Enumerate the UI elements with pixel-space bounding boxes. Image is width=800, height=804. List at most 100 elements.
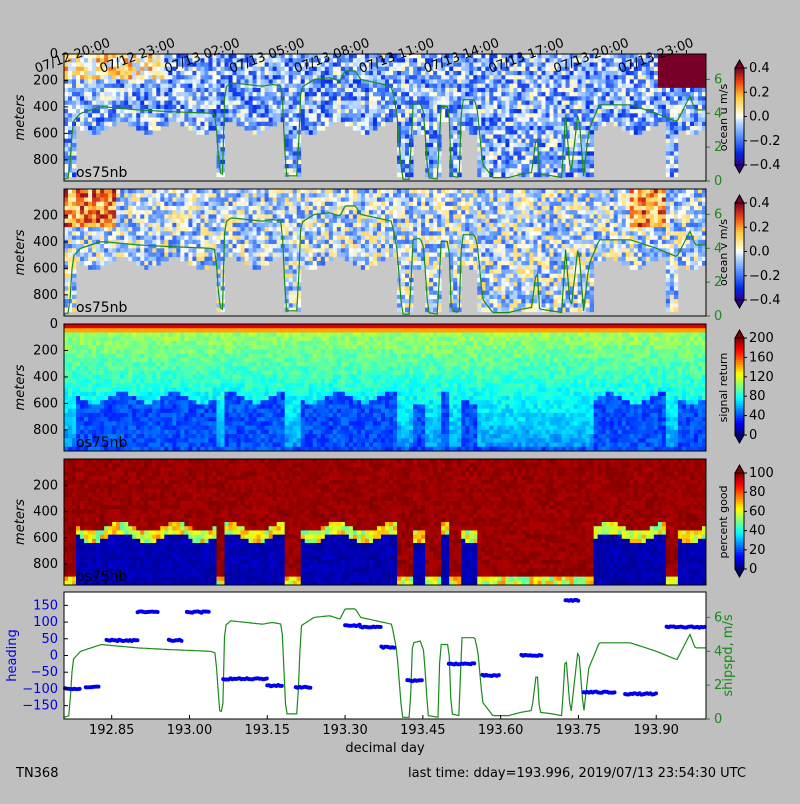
left-tick-label: 0 [50,649,58,664]
heading-point [78,687,82,691]
left-tick-label: −100 [22,682,58,697]
colorbar-tick-label: 0 [749,428,757,443]
colorbar-u: 0.4 0.2 0.0 −0.2 −0.4 ocean u m/s [717,60,781,173]
heading-point [180,639,184,643]
colorbar-tick-label: 120 [749,370,774,385]
right-tick-label: 0 [714,309,722,324]
heading-background [64,592,706,719]
panel-u: 0200400600800metersos75nb64200.40.20.0−0… [13,47,781,189]
colorbar-tick-label: 0.4 [749,196,770,211]
x-axis-label: decimal day [345,741,425,756]
ytick-label: 800 [33,423,58,438]
colorbar-v: 0.4 0.2 0.0 −0.2 −0.4 ocean v m/s [717,195,781,308]
xtick-label: 193.60 [478,723,524,738]
colorbar-pg: 100 80 60 40 20 0 percent good [717,465,774,577]
last-time-label: last time: dday=193.996, 2019/07/13 23:5… [408,766,746,781]
ytick-label: 200 [33,343,58,358]
left-tick-label: −150 [22,699,58,714]
heading-point [654,691,658,695]
colorbar-label: signal return [717,353,730,423]
colorbar-tick-label: 80 [749,389,766,404]
xtick-label: 193.45 [400,723,446,738]
colorbar-extend-top [735,465,744,473]
colorbar-tick-label: −0.2 [749,134,781,149]
colorbar-extend-bottom [735,569,744,577]
cruise-label: TN368 [16,766,58,781]
panel-pg-cells [64,459,706,585]
colorbar-tick-label: 0.0 [749,110,770,125]
instrument-label: os75nb [76,300,128,316]
colorbar-label: ocean v m/s [717,219,730,286]
instrument-label: os75nb [76,435,128,451]
heading-point [97,685,101,689]
colorbar-tick-label: −0.2 [749,269,781,284]
y-axis-label: meters [13,364,28,410]
panel-heading: 150100500−50−100−150heading6420shipspd, … [5,592,736,756]
colorbar-tick-label: 40 [749,524,766,539]
left-tick-label: −50 [31,665,58,680]
colorbar-tick-label: 0.2 [749,220,770,235]
right-tick-label: 0 [714,174,722,189]
ytick-label: 200 [33,208,58,223]
panel-amp: 0200400600800metersos75nb20016012080400s… [13,317,774,451]
colorbar-tick-label: 0.0 [749,245,770,260]
colorbar-tick-label: 100 [749,466,774,481]
colorbar-tick-label: 0.4 [749,61,770,76]
y-axis-label: meters [13,94,28,140]
colorbar-tick-label: 0 [749,562,757,577]
heading-point [308,686,312,690]
heading-point [392,646,396,650]
colorbar-tick-label: 200 [749,331,774,346]
colorbar-tick-label: −0.4 [749,158,781,173]
heading-point [576,599,580,603]
colorbar-tick-label: 40 [749,409,766,424]
colorbar-tick-label: 0.2 [749,85,770,100]
colorbar-tick-label: 20 [749,543,766,558]
heading-point [613,690,617,694]
colorbar-extend-bottom [735,435,744,443]
colorbar-tick-label: 60 [749,504,766,519]
left-tick-label: 50 [41,632,58,647]
heading-point [472,661,476,665]
xtick-label: 193.30 [322,723,368,738]
colorbar-label: ocean u m/s [717,84,730,152]
ytick-label: 200 [33,478,58,493]
ytick-label: 600 [33,261,58,276]
heading-point [420,678,424,682]
colorbar-extend-top [735,330,744,338]
ytick-label: 600 [33,126,58,141]
heading-point [156,610,160,614]
heading-point [379,625,383,629]
colorbar-tick-label: 80 [749,485,766,500]
heading-axis-label: heading [5,629,20,682]
colorbar-tick-label: −0.4 [749,293,781,308]
y-axis-label: meters [13,229,28,275]
heading-point [207,610,211,614]
shipspd-axis-label: shipspd, m/s [721,614,736,696]
ytick-label: 800 [33,153,58,168]
instrument-label: os75nb [76,165,128,181]
colorbar-tick-label: 160 [749,350,774,365]
xtick-label: 193.15 [245,723,291,738]
heading-point [135,638,139,642]
heading-point [280,684,284,688]
ytick-label: 600 [33,531,58,546]
colorbar-label: percent good [717,485,730,558]
right-tick-label: 0 [714,712,722,727]
heading-point [497,673,501,677]
heading-point [265,677,269,681]
colorbar-extend-top [735,195,744,203]
instrument-label: os75nb [76,569,128,585]
xtick-label: 192.85 [89,723,135,738]
xtick-label: 193.75 [556,723,602,738]
panel-v: 200400600800metersos75nb64200.40.20.0−0.… [13,189,781,324]
panel-amp-cells [64,324,706,451]
ytick-label: 600 [33,396,58,411]
colorbar-extend-bottom [735,165,744,173]
panel-pg: 200400600800metersos75nb100806040200perc… [13,459,774,585]
colorbar-amp: 200 160 120 80 40 0 signal return [717,330,774,443]
ytick-label: 400 [33,505,58,520]
xtick-label: 193.00 [167,723,213,738]
xtick-label: 193.90 [633,723,679,738]
